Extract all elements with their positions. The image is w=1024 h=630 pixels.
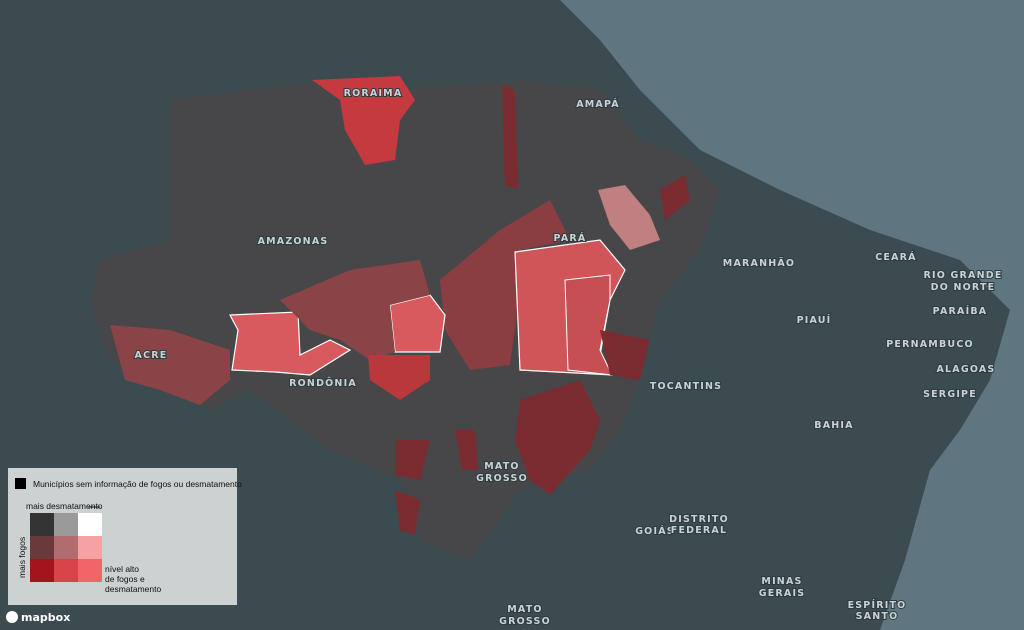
region [502,85,518,190]
region [312,76,415,165]
legend-swatch [15,478,26,489]
legend-cell [78,513,102,536]
legend-text: mais fogos [17,537,27,578]
state-label: GOIÁS [635,525,675,537]
region [280,260,430,360]
legend-cell [78,559,102,582]
state-label: RONDÔNIA [289,377,357,389]
state-label: SERGIPE [923,389,977,400]
legend-text: mais desmatamento [26,501,103,511]
state-label: PERNAMBUCO [886,339,974,350]
state-label: ALAGOAS [937,364,996,375]
state-label: PARAÍBA [933,305,988,317]
logo-icon [6,611,18,623]
legend-cell [54,559,78,582]
legend-cell [30,513,54,536]
state-label: MARANHÃO [723,258,795,269]
legend-cell [54,536,78,559]
legend: Municípios sem informação de fogos ou de… [8,468,242,605]
region [564,274,613,376]
state-label: MATO GROSSO [499,604,551,627]
state-label: DISTRITO FEDERAL [669,514,729,536]
region [229,311,352,376]
region [440,200,570,370]
state-label: ACRE [135,350,168,361]
state-label: RIO GRANDE DO NORTE [923,270,1002,293]
state-label: ESPÍRITO SANTO [848,599,907,622]
region [600,330,650,380]
state-label: AMAPÁ [576,98,620,110]
legend-cell [54,513,78,536]
region [368,355,430,400]
legend-cell [30,559,54,582]
state-label: BAHIA [814,420,853,431]
legend-text: Municípios sem informação de fogos ou de… [33,479,242,489]
state-label: TOCANTINS [650,381,722,392]
legend-cell [78,536,102,559]
state-label: PARÁ [554,232,587,244]
region [515,380,600,495]
state-label: PIAUÍ [797,314,832,326]
state-label: MATO GROSSO [476,461,528,484]
state-label: AMAZONAS [258,236,329,247]
attribution[interactable]: mapbox [21,611,70,624]
state-label: MINAS GERAIS [759,576,806,599]
region [110,325,230,405]
region [395,430,478,535]
region [598,185,660,250]
state-label: RORAIMA [344,88,403,99]
legend-text: nível alto de fogos e desmatamento [105,564,161,594]
legend-cell [30,536,54,559]
region [660,175,690,220]
region [389,294,446,353]
state-label: CEARÁ [875,251,916,263]
